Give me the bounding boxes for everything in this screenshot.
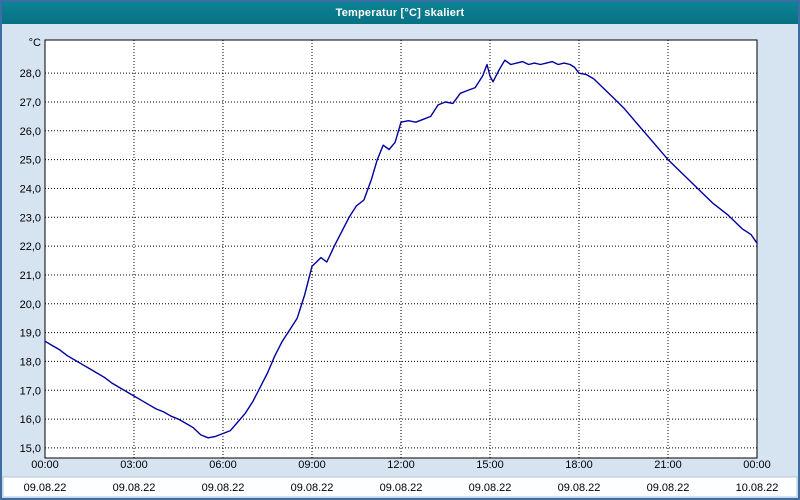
plot-background [45,40,757,458]
x-tick-date-label: 09.08.22 [291,482,334,494]
date-strip [2,476,798,498]
y-axis-unit-label: °C [29,37,41,49]
x-tick-date-label: 09.08.22 [24,482,67,494]
x-tick-date-label: 09.08.22 [202,482,245,494]
y-tick-label: 23,0 [20,212,41,224]
x-tick-date-label: 10.08.22 [736,482,779,494]
y-tick-label: 17,0 [20,385,41,397]
x-tick-date-label: 09.08.22 [558,482,601,494]
window-title: Temperatur [°C] skaliert [335,7,465,19]
x-tick-time-label: 15:00 [476,459,504,471]
y-tick-label: 25,0 [20,155,41,167]
y-tick-label: 28,0 [20,68,41,80]
y-tick-label: 27,0 [20,97,41,109]
y-tick-label: 16,0 [20,414,41,426]
y-tick-label: 22,0 [20,241,41,253]
y-tick-label: 24,0 [20,183,41,195]
x-tick-time-label: 00:00 [743,459,771,471]
temperature-series-line [44,59,758,439]
x-tick-date-label: 09.08.22 [113,482,156,494]
y-tick-label: 20,0 [20,299,41,311]
x-tick-time-label: 03:00 [120,459,148,471]
title-bar: Temperatur [°C] skaliert [2,2,798,24]
chart-area: 28,0 27,0 26,0 25,0 24,0 23,0 22,0 21,0 20,0 19,0… [2,24,798,498]
x-tick-time-label: 06:00 [209,459,237,471]
y-tick-label: 18,0 [20,356,41,368]
y-tick-label: 21,0 [20,270,41,282]
x-tick-time-label: 09:00 [298,459,326,471]
y-tick-label: 15,0 [20,443,41,455]
x-tick-time-label: 00:00 [31,459,59,471]
x-tick-time-label: 18:00 [565,459,593,471]
y-tick-label: 19,0 [20,328,41,340]
plot-frame [44,39,758,459]
y-tick-label: 26,0 [20,126,41,138]
x-tick-time-label: 21:00 [654,459,682,471]
temperature-line-chart: 28,0 27,0 26,0 25,0 24,0 23,0 22,0 21,0 20,0 19,0… [2,37,798,498]
x-tick-time-label: 12:00 [387,459,415,471]
x-tick-date-label: 09.08.22 [647,482,690,494]
x-tick-date-label: 09.08.22 [469,482,512,494]
x-tick-date-label: 09.08.22 [380,482,423,494]
